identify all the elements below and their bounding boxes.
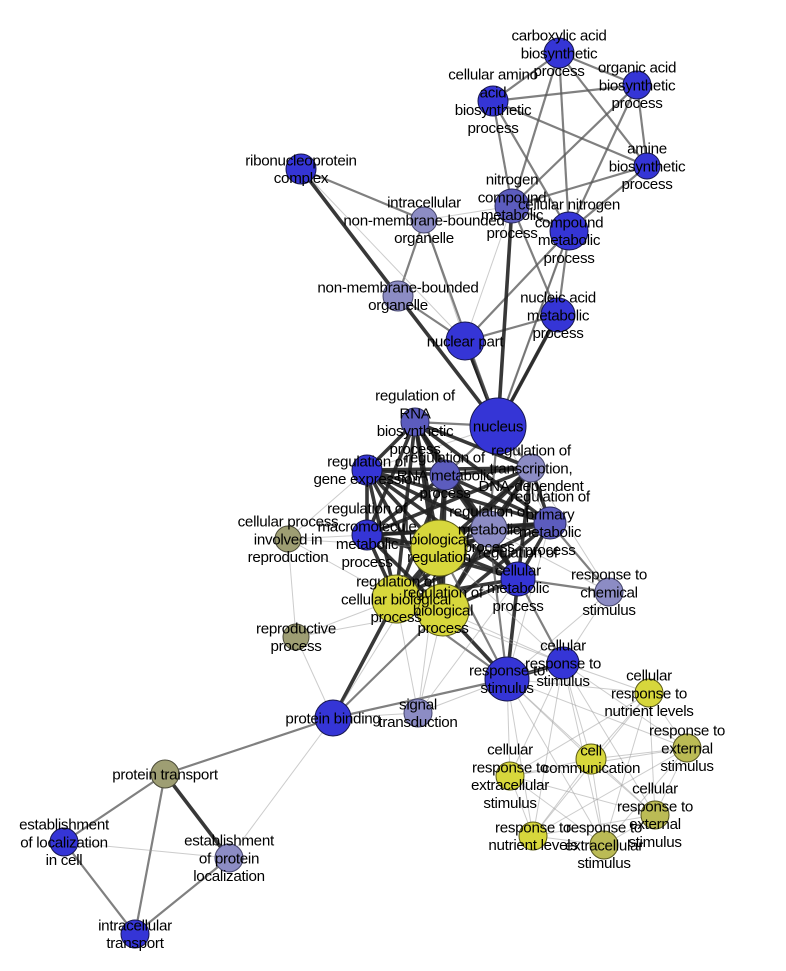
svg-text:process: process bbox=[611, 95, 663, 112]
svg-text:regulation of: regulation of bbox=[449, 504, 530, 521]
svg-text:ribonucleoprotein: ribonucleoprotein bbox=[245, 152, 356, 169]
svg-text:non-membrane-bounded: non-membrane-bounded bbox=[343, 212, 504, 229]
svg-text:in cell: in cell bbox=[46, 852, 83, 869]
svg-text:cellular: cellular bbox=[495, 562, 541, 579]
svg-text:reproduction: reproduction bbox=[248, 549, 329, 566]
svg-text:establishment: establishment bbox=[19, 817, 110, 834]
svg-text:amine: amine bbox=[627, 141, 667, 158]
svg-text:organelle: organelle bbox=[368, 297, 428, 314]
svg-text:biological: biological bbox=[409, 531, 469, 548]
svg-text:response to: response to bbox=[525, 655, 601, 672]
svg-text:response to: response to bbox=[566, 820, 642, 837]
svg-text:intracellular: intracellular bbox=[98, 917, 172, 934]
svg-text:metabolic: metabolic bbox=[336, 536, 399, 553]
svg-text:non-membrane-bounded: non-membrane-bounded bbox=[317, 279, 478, 296]
svg-text:response to: response to bbox=[571, 567, 647, 584]
svg-text:biosynthetic: biosynthetic bbox=[599, 77, 676, 94]
svg-text:process: process bbox=[270, 638, 322, 655]
svg-text:signal: signal bbox=[399, 696, 437, 713]
svg-text:regulation of: regulation of bbox=[327, 501, 408, 518]
svg-text:chemical: chemical bbox=[580, 584, 638, 601]
svg-text:intracellular: intracellular bbox=[387, 195, 461, 212]
svg-text:localization: localization bbox=[193, 868, 265, 885]
svg-text:response to: response to bbox=[495, 819, 571, 836]
svg-text:RNA metabolic: RNA metabolic bbox=[397, 467, 494, 484]
svg-text:process: process bbox=[532, 325, 584, 342]
svg-text:carboxylic acid: carboxylic acid bbox=[511, 28, 606, 45]
svg-text:involved in: involved in bbox=[254, 531, 322, 548]
svg-text:biosynthetic: biosynthetic bbox=[609, 158, 686, 175]
svg-text:metabolic: metabolic bbox=[487, 580, 550, 597]
svg-text:extracellular: extracellular bbox=[471, 777, 549, 794]
svg-text:regulation of: regulation of bbox=[478, 545, 559, 562]
svg-text:RNA: RNA bbox=[399, 405, 431, 422]
svg-text:stimulus: stimulus bbox=[483, 795, 537, 812]
svg-text:extracellular: extracellular bbox=[565, 837, 643, 854]
svg-text:nucleus: nucleus bbox=[473, 418, 524, 435]
svg-text:cellular nitrogen: cellular nitrogen bbox=[518, 197, 620, 214]
svg-text:process: process bbox=[533, 63, 585, 80]
svg-text:metabolic: metabolic bbox=[527, 307, 590, 324]
svg-text:reproductive: reproductive bbox=[256, 620, 336, 637]
svg-text:process: process bbox=[370, 609, 422, 626]
svg-text:regulation of: regulation of bbox=[375, 388, 456, 405]
svg-text:primary: primary bbox=[526, 506, 575, 523]
svg-text:cellular: cellular bbox=[540, 638, 586, 655]
svg-text:cell: cell bbox=[580, 742, 602, 759]
svg-text:cellular: cellular bbox=[632, 781, 678, 798]
svg-text:response to: response to bbox=[617, 798, 693, 815]
svg-text:stimulus: stimulus bbox=[536, 673, 590, 690]
svg-text:nucleic acid: nucleic acid bbox=[520, 290, 596, 307]
svg-text:nuclear part: nuclear part bbox=[427, 333, 505, 350]
svg-text:protein transport: protein transport bbox=[112, 766, 219, 783]
svg-text:process: process bbox=[341, 554, 393, 571]
svg-text:stimulus: stimulus bbox=[480, 680, 534, 697]
svg-text:biosynthetic: biosynthetic bbox=[455, 102, 532, 119]
svg-text:protein binding: protein binding bbox=[285, 710, 380, 727]
svg-text:cellular: cellular bbox=[487, 742, 533, 759]
svg-text:compound: compound bbox=[535, 214, 604, 231]
svg-text:nutrient levels: nutrient levels bbox=[604, 703, 694, 720]
svg-text:cellular biological: cellular biological bbox=[341, 591, 451, 608]
svg-text:transport: transport bbox=[106, 935, 164, 952]
svg-text:external: external bbox=[661, 740, 713, 757]
svg-text:of protein: of protein bbox=[199, 850, 259, 867]
svg-text:communication: communication bbox=[542, 760, 640, 777]
svg-text:cellular process: cellular process bbox=[238, 514, 339, 531]
svg-text:response to: response to bbox=[649, 723, 725, 740]
svg-text:response to: response to bbox=[611, 685, 687, 702]
svg-text:nitrogen: nitrogen bbox=[486, 172, 538, 189]
svg-text:process: process bbox=[419, 485, 471, 502]
svg-text:stimulus: stimulus bbox=[577, 855, 631, 872]
svg-text:biosynthetic: biosynthetic bbox=[377, 423, 454, 440]
svg-text:organelle: organelle bbox=[394, 230, 454, 247]
svg-text:organic acid: organic acid bbox=[598, 60, 676, 77]
svg-text:of localization: of localization bbox=[20, 834, 108, 851]
svg-text:regulation: regulation bbox=[407, 549, 471, 566]
svg-text:process: process bbox=[467, 120, 519, 137]
svg-text:regulation of: regulation of bbox=[356, 574, 437, 591]
svg-text:regulation of: regulation of bbox=[405, 450, 486, 467]
svg-text:biosynthetic: biosynthetic bbox=[521, 45, 598, 62]
svg-text:process: process bbox=[417, 620, 469, 637]
svg-text:establishment: establishment bbox=[184, 833, 275, 850]
svg-text:stimulus: stimulus bbox=[582, 602, 636, 619]
svg-text:cellular: cellular bbox=[626, 668, 672, 685]
svg-text:response to: response to bbox=[472, 759, 548, 776]
svg-text:transcription,: transcription, bbox=[490, 460, 573, 477]
svg-text:metabolic: metabolic bbox=[519, 524, 582, 541]
svg-text:process: process bbox=[492, 598, 544, 615]
svg-text:complex: complex bbox=[274, 170, 329, 187]
svg-text:metabolic: metabolic bbox=[538, 232, 601, 249]
svg-text:process: process bbox=[543, 250, 595, 267]
svg-text:acid: acid bbox=[480, 84, 507, 101]
svg-text:regulation of: regulation of bbox=[491, 443, 572, 460]
svg-text:stimulus: stimulus bbox=[660, 758, 714, 775]
svg-text:cellular amino: cellular amino bbox=[448, 67, 538, 84]
svg-text:process: process bbox=[621, 176, 673, 193]
svg-text:transduction: transduction bbox=[378, 714, 457, 731]
